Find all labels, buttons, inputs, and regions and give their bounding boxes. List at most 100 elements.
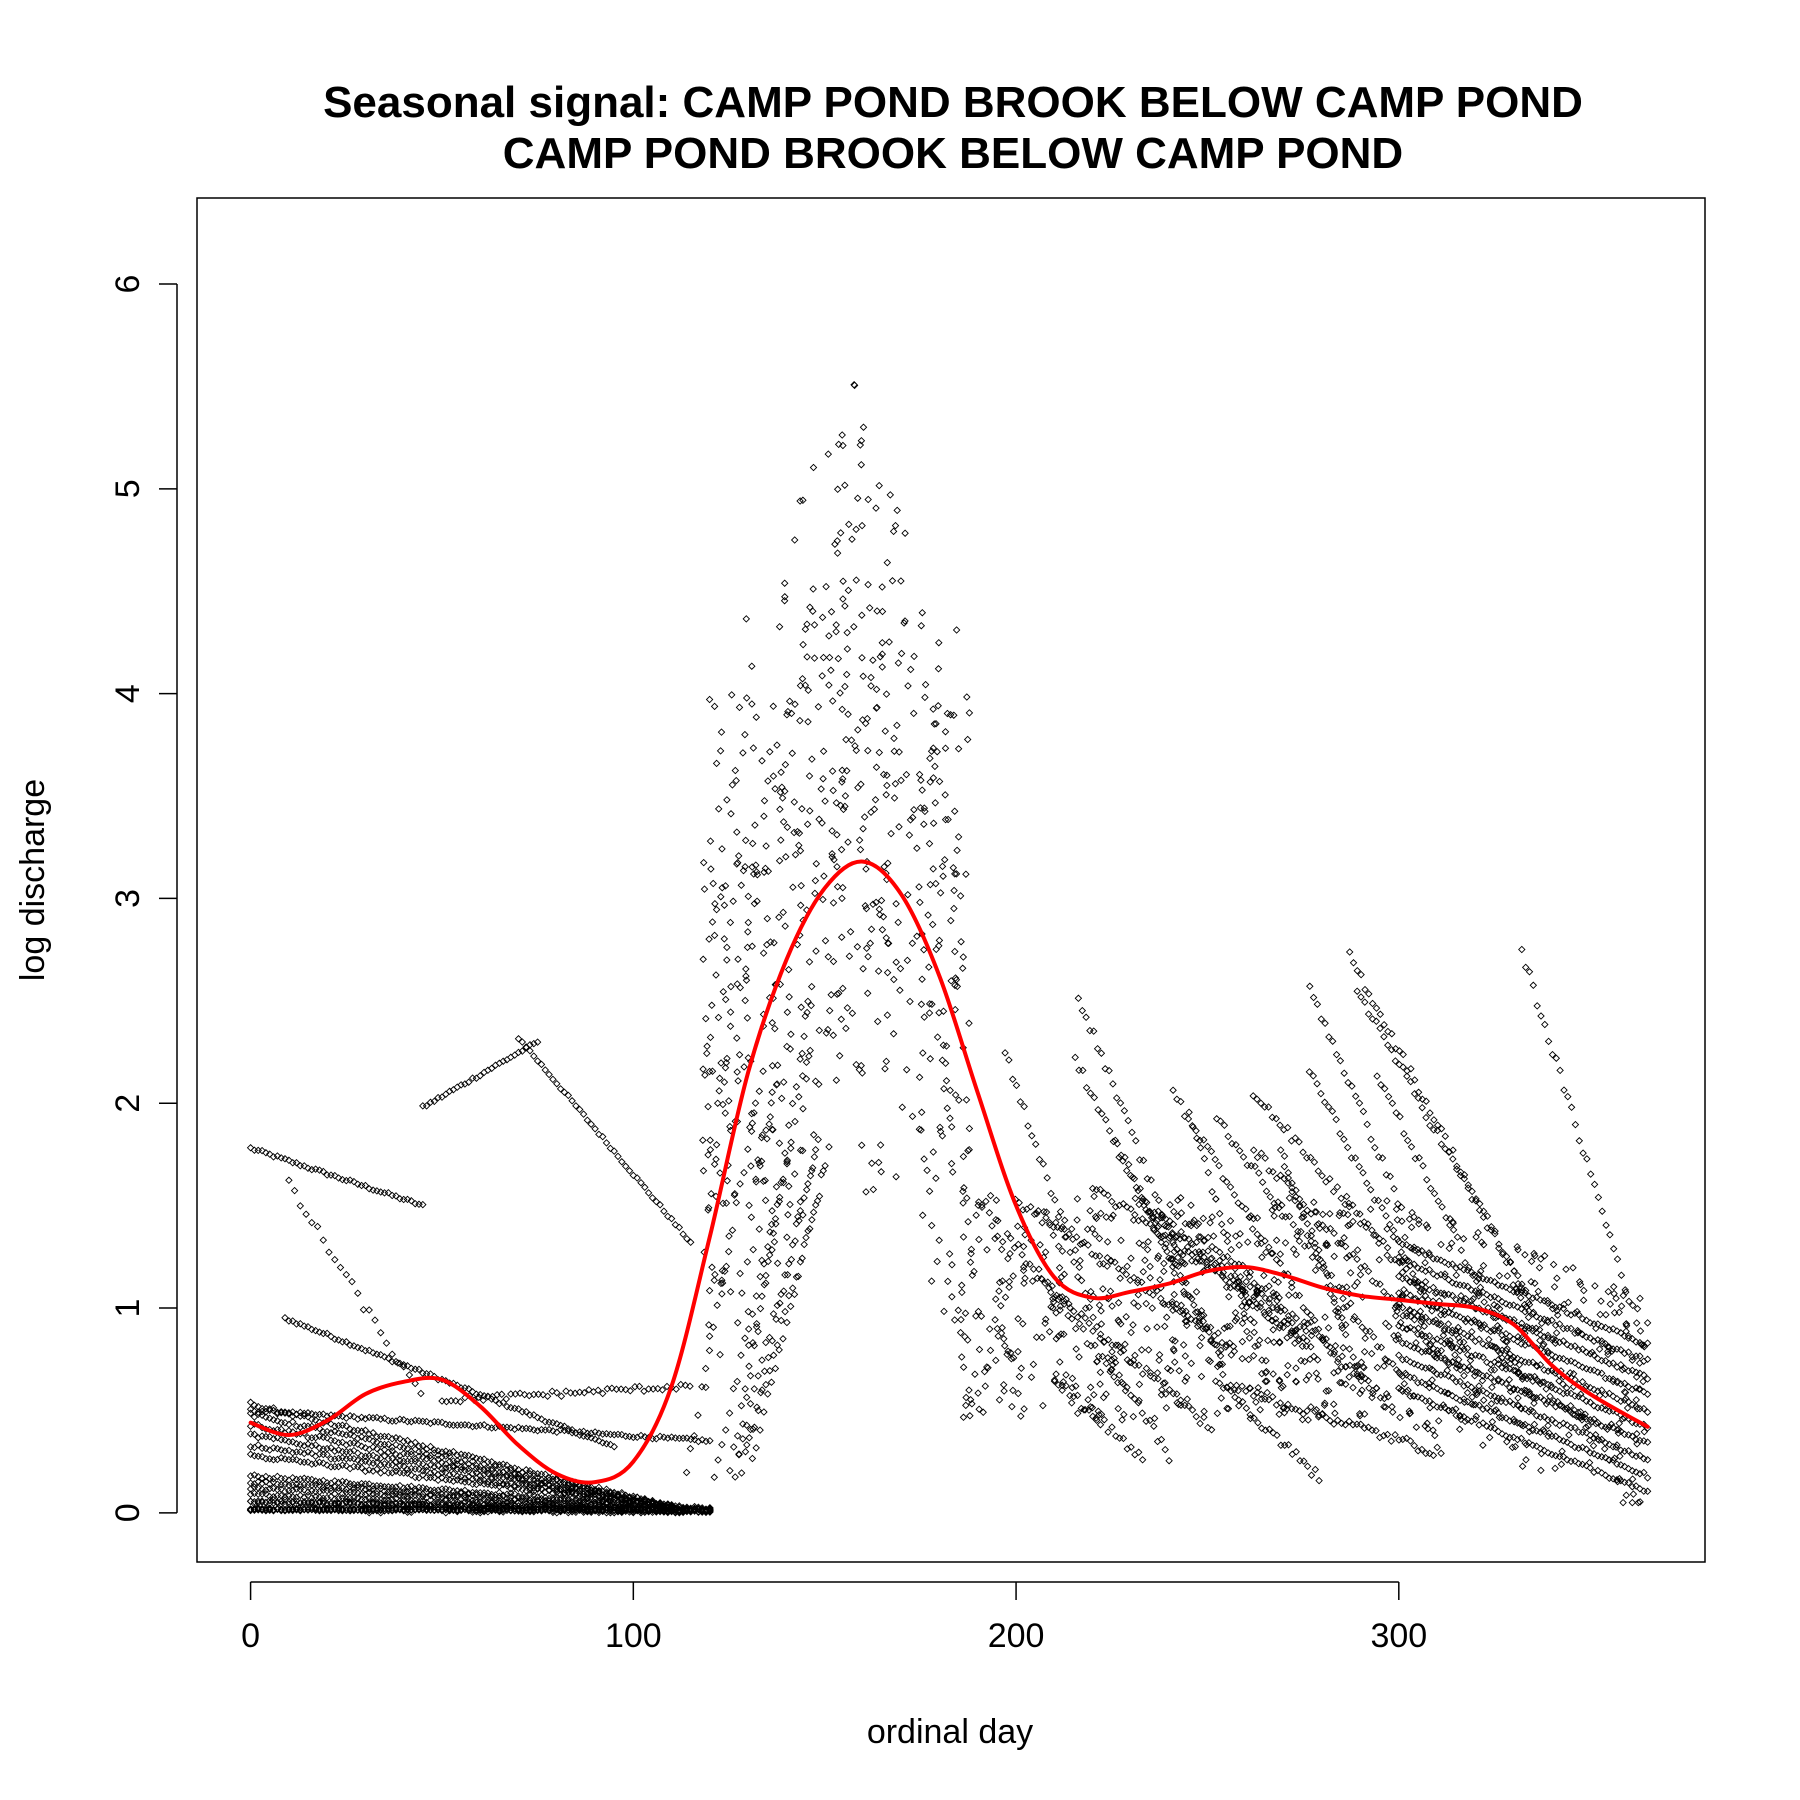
data-point (514, 1423, 523, 1432)
data-point (346, 1176, 354, 1184)
data-point (403, 1457, 412, 1465)
data-point (311, 1487, 320, 1496)
data-point (308, 1475, 316, 1484)
data-point (457, 1473, 465, 1481)
data-point (384, 1440, 393, 1448)
data-point (660, 1207, 668, 1215)
data-point (430, 1457, 439, 1465)
data-point (285, 1409, 293, 1417)
data-point (629, 1506, 638, 1515)
data-point (610, 1442, 618, 1451)
data-point (342, 1441, 351, 1449)
data-point (258, 1404, 266, 1413)
data-point (357, 1463, 366, 1472)
data-point (671, 1508, 680, 1517)
scatter-points (246, 380, 1652, 1517)
data-point (388, 1454, 396, 1463)
data-point (667, 1214, 676, 1223)
data-point (281, 1474, 289, 1483)
data-point (522, 1407, 530, 1416)
data-point (334, 1462, 343, 1471)
data-point (522, 1474, 530, 1483)
data-point (422, 1450, 431, 1458)
data-point (530, 1491, 538, 1500)
data-point (246, 1409, 255, 1417)
data-point (449, 1447, 458, 1456)
data-point (296, 1507, 305, 1515)
data-point (380, 1432, 389, 1441)
data-point (281, 1313, 289, 1322)
data-point (503, 1461, 511, 1469)
data-point (331, 1505, 339, 1513)
data-point (265, 1414, 274, 1422)
data-point (698, 1508, 706, 1516)
data-point (369, 1429, 377, 1437)
data-point (533, 1474, 542, 1482)
data-point (545, 1506, 553, 1515)
data-point (449, 1493, 458, 1501)
data-point (545, 1070, 553, 1079)
data-point (285, 1505, 293, 1513)
data-point (269, 1505, 278, 1514)
data-point (686, 1238, 695, 1247)
data-point (464, 1490, 473, 1498)
data-point (254, 1478, 262, 1486)
data-point (331, 1477, 339, 1485)
data-point (338, 1338, 347, 1346)
data-point (399, 1462, 408, 1470)
data-point (296, 1448, 305, 1456)
chart-title: Seasonal signal: CAMP POND BROOK BELOW C… (323, 78, 1583, 127)
data-point (468, 1453, 477, 1461)
data-point (415, 1365, 423, 1374)
data-point (300, 1441, 308, 1450)
data-point (419, 1442, 427, 1450)
data-point (698, 1435, 706, 1444)
data-point (315, 1328, 324, 1336)
data-point (304, 1448, 312, 1456)
data-point (583, 1429, 592, 1438)
data-point (346, 1505, 354, 1513)
data-point (300, 1449, 308, 1458)
data-point (338, 1484, 347, 1492)
data-point (262, 1444, 270, 1453)
data-point (369, 1443, 377, 1451)
data-point (644, 1189, 653, 1197)
data-point (403, 1436, 412, 1445)
data-point (518, 1038, 527, 1046)
data-point (354, 1415, 362, 1423)
data-point (403, 1195, 412, 1204)
data-point (706, 1508, 714, 1516)
data-point (319, 1167, 328, 1176)
data-point (702, 1506, 710, 1515)
data-point (537, 1060, 546, 1069)
data-point (388, 1468, 396, 1477)
data-point (419, 1200, 427, 1209)
data-point (334, 1446, 343, 1454)
data-point (434, 1493, 442, 1502)
data-point (258, 1479, 266, 1488)
data-point (422, 1102, 431, 1110)
data-point (281, 1155, 289, 1163)
data-point (304, 1164, 312, 1172)
data-point (350, 1342, 358, 1350)
data-point (575, 1105, 584, 1114)
data-point (514, 1035, 523, 1043)
data-point (572, 1102, 580, 1110)
data-point (499, 1505, 507, 1513)
data-point (327, 1443, 335, 1452)
data-point (430, 1097, 439, 1106)
data-point (518, 1047, 527, 1055)
data-point (683, 1234, 691, 1243)
data-point (254, 1472, 262, 1481)
data-point (357, 1505, 366, 1513)
data-point (311, 1441, 320, 1449)
data-point (476, 1071, 484, 1080)
data-point (549, 1075, 557, 1084)
data-point (587, 1120, 595, 1128)
data-point (292, 1410, 301, 1419)
data-point (311, 1326, 320, 1335)
data-point (422, 1462, 431, 1471)
data-point (346, 1430, 354, 1439)
data-point (327, 1429, 335, 1437)
